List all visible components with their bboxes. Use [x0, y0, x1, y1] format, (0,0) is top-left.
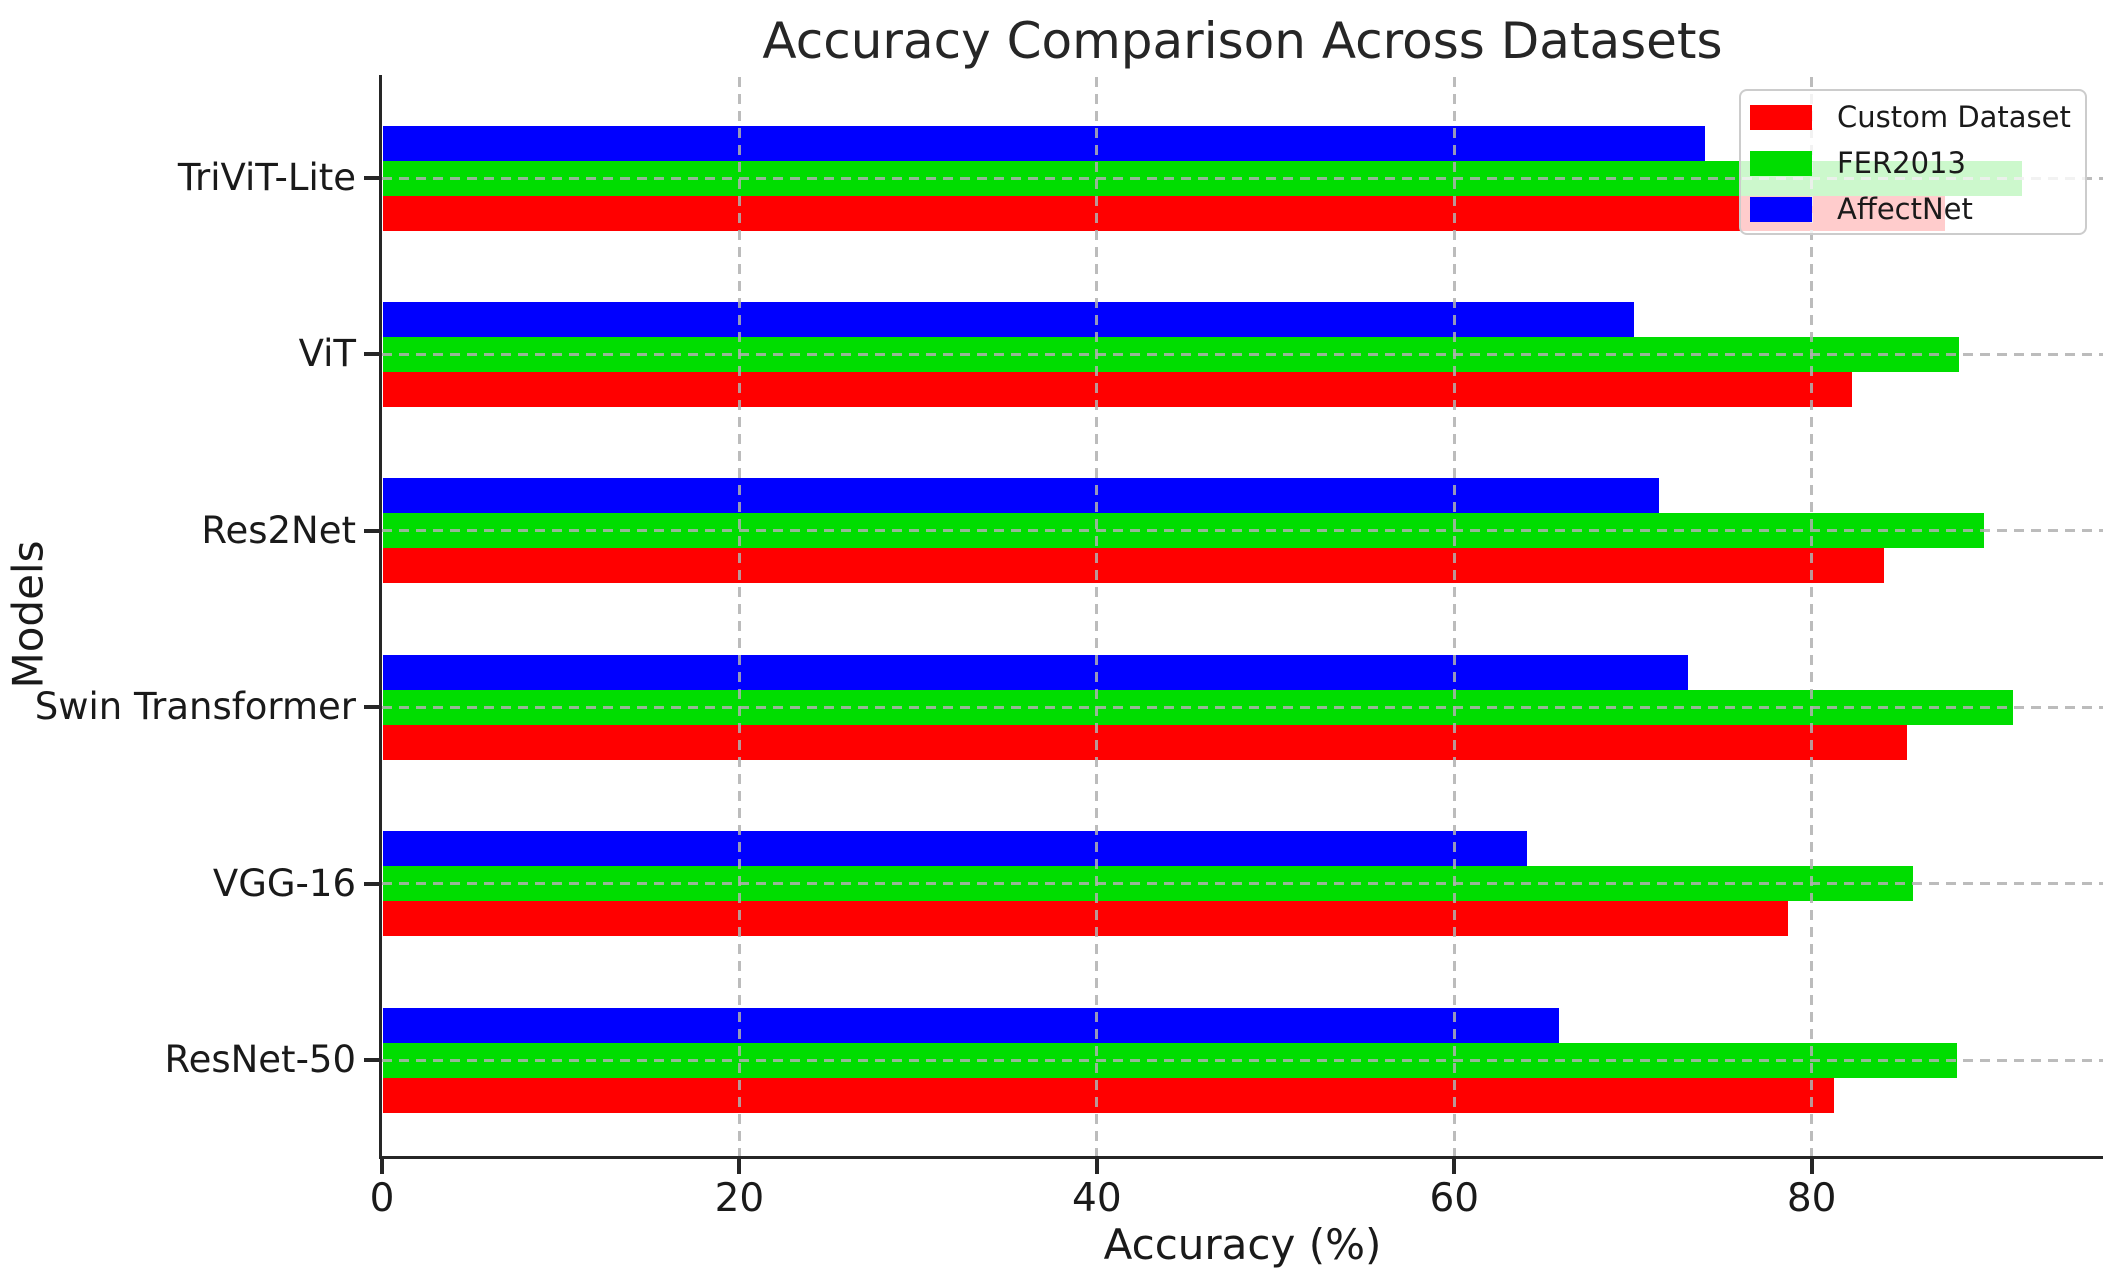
- chart-title: Accuracy Comparison Across Datasets: [762, 12, 1723, 70]
- x-axis-spine: [379, 1156, 2103, 1159]
- legend-item-custom-dataset: Custom Dataset: [1741, 94, 2085, 140]
- legend-label-affectnet: AffectNet: [1837, 192, 1973, 226]
- category-label-vgg-16: VGG-16: [212, 861, 356, 905]
- legend-label-fer2013: FER2013: [1837, 146, 1966, 180]
- x-tick-label-20: 20: [714, 1176, 765, 1221]
- x-gridline-60: [1452, 77, 1456, 1156]
- category-label-swin-transformer: Swin Transformer: [34, 685, 356, 729]
- x-tick-label-60: 60: [1429, 1176, 1480, 1221]
- category-label-res2net: Res2Net: [201, 508, 356, 552]
- x-tick-label-40: 40: [1072, 1176, 1122, 1221]
- plot-area: [382, 77, 2103, 1156]
- y-tick-mark-vit: [364, 352, 382, 357]
- x-tick-mark-80: [1809, 1159, 1814, 1174]
- y-gridline-trivit-lite: [382, 176, 2103, 180]
- x-axis-label: Accuracy (%): [1103, 1220, 1382, 1269]
- bar-resnet-50-custom-dataset: [383, 1077, 1835, 1113]
- bar-resnet-50-affectnet: [383, 1007, 1559, 1043]
- legend-item-affectnet: AffectNet: [1741, 186, 2085, 232]
- y-gridline-vit: [382, 352, 2103, 356]
- y-tick-mark-swin-transformer: [364, 705, 382, 710]
- x-tick-label-0: 0: [369, 1176, 395, 1221]
- x-tick-mark-0: [380, 1159, 384, 1174]
- legend-swatch-affectnet: [1750, 196, 1812, 222]
- y-axis-spine: [379, 75, 382, 1159]
- bar-swin-transformer-custom-dataset: [383, 724, 1908, 760]
- bar-vit-custom-dataset: [383, 371, 1853, 407]
- category-label-resnet-50: ResNet-50: [164, 1038, 356, 1081]
- category-label-vit: ViT: [298, 332, 356, 376]
- y-gridline-resnet-50: [382, 1058, 2103, 1062]
- bar-vit-affectnet: [383, 301, 1634, 337]
- bar-swin-transformer-affectnet: [383, 654, 1688, 690]
- x-gridline-80: [1810, 77, 1814, 1156]
- bar-res2net-custom-dataset: [383, 548, 1885, 584]
- x-tick-mark-60: [1452, 1159, 1457, 1174]
- x-tick-mark-40: [1094, 1159, 1099, 1174]
- legend-swatch-custom-dataset: [1750, 104, 1812, 130]
- y-tick-mark-vgg-16: [364, 881, 382, 886]
- y-gridline-vgg-16: [382, 882, 2103, 886]
- bar-res2net-affectnet: [383, 478, 1659, 514]
- legend-item-fer2013: FER2013: [1741, 140, 2085, 186]
- y-gridline-swin-transformer: [382, 705, 2103, 709]
- category-label-trivit-lite: TriViT-Lite: [177, 156, 356, 199]
- bar-trivit-lite-custom-dataset: [383, 195, 1945, 231]
- x-tick-mark-20: [737, 1159, 742, 1174]
- y-axis-label: Models: [3, 540, 53, 689]
- legend: Custom Dataset FER2013 AffectNet: [1739, 89, 2087, 235]
- y-gridline-res2net: [382, 529, 2103, 533]
- x-tick-label-80: 80: [1786, 1176, 1837, 1221]
- bar-vgg-16-custom-dataset: [383, 901, 1788, 937]
- legend-swatch-fer2013: [1750, 150, 1812, 176]
- legend-label-custom-dataset: Custom Dataset: [1837, 100, 2071, 134]
- x-gridline-20: [737, 77, 741, 1156]
- y-tick-mark-trivit-lite: [364, 176, 382, 180]
- bar-vgg-16-affectnet: [383, 831, 1527, 867]
- y-tick-mark-resnet-50: [364, 1058, 382, 1062]
- x-gridline-40: [1095, 77, 1099, 1156]
- y-tick-mark-res2net: [364, 528, 382, 533]
- bar-trivit-lite-affectnet: [383, 125, 1706, 161]
